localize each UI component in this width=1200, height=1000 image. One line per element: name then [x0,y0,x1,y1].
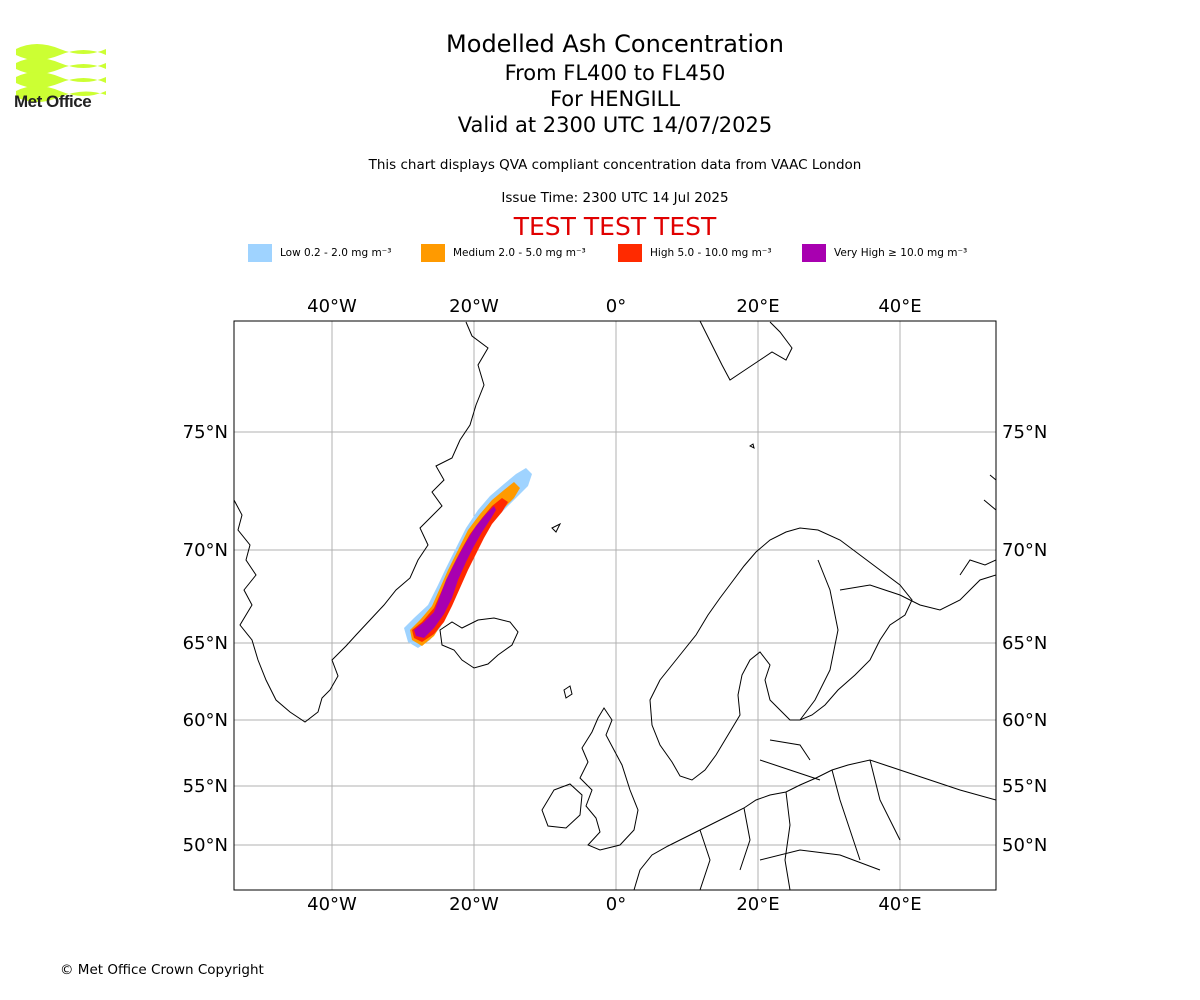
lat-label-left: 70°N [183,540,228,561]
legend-label-very-high: Very High ≥ 10.0 mg m⁻³ [834,247,968,259]
legend-item-medium: Medium 2.0 - 5.0 mg m⁻³ [421,244,586,262]
right-latitude-labels: 75°N 70°N 65°N 60°N 55°N 50°N [1002,422,1047,856]
copyright: © Met Office Crown Copyright [60,962,264,978]
legend-swatch-very-high [802,244,826,262]
ash-plume [404,468,532,648]
iceland-coast [439,617,519,669]
jan-mayen [551,522,562,533]
gridlines [234,321,996,890]
lat-label-left: 75°N [183,422,228,443]
legend: Low 0.2 - 2.0 mg m⁻³ Medium 2.0 - 5.0 mg… [0,244,1200,264]
map-frame-bg [234,321,996,890]
lon-label-bottom: 40°E [878,894,921,915]
great-britain-coast [579,707,639,851]
bear-island [749,443,755,449]
country-borders [699,739,901,890]
map-content [234,321,996,890]
lon-label-bottom: 0° [606,894,626,915]
scandinavia-coast [649,527,913,781]
lat-label-right: 60°N [1002,710,1047,731]
legend-swatch-low [248,244,272,262]
lon-label-bottom: 20°W [449,894,499,915]
lon-label-bottom: 40°W [307,894,357,915]
lon-label-top: 20°E [736,296,779,317]
finland-outline [799,559,839,721]
russia-coast [959,474,996,576]
issue-time: Issue Time: 2300 UTC 14 Jul 2025 [501,190,729,206]
lon-label-top: 40°W [307,296,357,317]
coastlines [234,321,996,890]
lat-label-right: 70°N [1002,540,1047,561]
lat-label-left: 55°N [183,776,228,797]
legend-swatch-medium [421,244,445,262]
lon-label-top: 40°E [878,296,921,317]
bottom-longitude-labels: 40°W 20°W 0° 20°E 40°E [307,894,921,915]
top-longitude-labels: 40°W 20°W 0° 20°E 40°E [307,296,921,317]
logo-text: Met Office [14,92,92,111]
legend-item-very-high: Very High ≥ 10.0 mg m⁻³ [802,244,967,262]
lon-label-top: 0° [606,296,626,317]
chart-description: This chart displays QVA compliant concen… [368,157,862,173]
legend-item-high: High 5.0 - 10.0 mg m⁻³ [618,244,772,262]
title-line-3: For HENGILL [549,87,681,111]
legend-item-low: Low 0.2 - 2.0 mg m⁻³ [248,244,391,262]
map-frame [233,320,997,891]
lat-label-right: 55°N [1002,776,1047,797]
title-line-4: Valid at 2300 UTC 14/07/2025 [457,113,773,137]
legend-swatch-high [618,244,642,262]
svalbard-coast [699,321,793,381]
lat-label-left: 60°N [183,710,228,731]
legend-label-low: Low 0.2 - 2.0 mg m⁻³ [280,247,392,259]
lat-label-left: 65°N [183,633,228,654]
lat-label-right: 50°N [1002,835,1047,856]
title-line-1: Modelled Ash Concentration [446,30,784,58]
lat-label-left: 50°N [183,835,228,856]
lon-label-bottom: 20°E [736,894,779,915]
lat-label-right: 65°N [1002,633,1047,654]
title-line-2: From FL400 to FL450 [504,61,726,85]
chart-titles: Modelled Ash Concentration From FL400 to… [315,28,915,138]
test-banner: TEST TEST TEST [513,212,717,241]
continental-coast [633,759,996,890]
met-office-logo [16,44,106,102]
legend-label-high: High 5.0 - 10.0 mg m⁻³ [650,247,772,259]
faroe [563,685,573,699]
ireland-coast [541,783,583,829]
lon-label-top: 20°W [449,296,499,317]
greenland-coast [234,321,489,723]
ash-very-high [414,506,496,638]
lat-label-right: 75°N [1002,422,1047,443]
kola-coast [839,574,996,611]
legend-label-medium: Medium 2.0 - 5.0 mg m⁻³ [453,247,586,259]
left-latitude-labels: 75°N 70°N 65°N 60°N 55°N 50°N [183,422,228,856]
